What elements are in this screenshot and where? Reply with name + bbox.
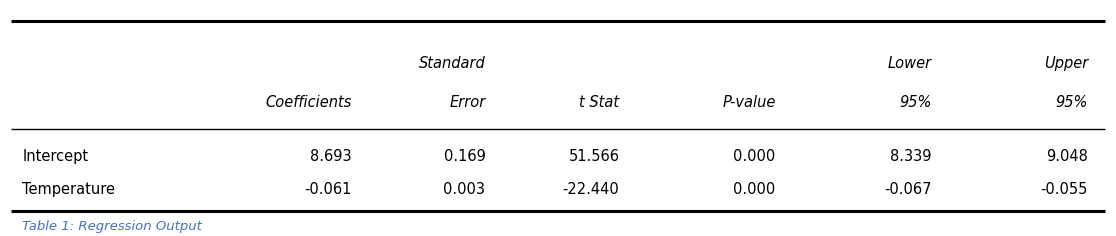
Text: Upper: Upper <box>1043 56 1088 71</box>
Text: P-value: P-value <box>722 95 776 110</box>
Text: Coefficients: Coefficients <box>266 95 352 110</box>
Text: -0.067: -0.067 <box>884 182 932 198</box>
Text: Error: Error <box>450 95 485 110</box>
Text: -22.440: -22.440 <box>562 182 619 198</box>
Text: 95%: 95% <box>1056 95 1088 110</box>
Text: 0.169: 0.169 <box>443 149 485 164</box>
Text: 9.048: 9.048 <box>1046 149 1088 164</box>
Text: -0.055: -0.055 <box>1041 182 1088 198</box>
Text: 8.693: 8.693 <box>310 149 352 164</box>
Text: 51.566: 51.566 <box>568 149 619 164</box>
Text: Intercept: Intercept <box>22 149 88 164</box>
Text: Standard: Standard <box>418 56 485 71</box>
Text: 0.003: 0.003 <box>443 182 485 198</box>
Text: -0.061: -0.061 <box>305 182 352 198</box>
Text: Temperature: Temperature <box>22 182 115 198</box>
Text: Table 1: Regression Output: Table 1: Regression Output <box>22 220 202 233</box>
Text: 0.000: 0.000 <box>733 149 776 164</box>
Text: 8.339: 8.339 <box>891 149 932 164</box>
Text: t Stat: t Stat <box>579 95 619 110</box>
Text: Lower: Lower <box>887 56 932 71</box>
Text: 95%: 95% <box>899 95 932 110</box>
Text: 0.000: 0.000 <box>733 182 776 198</box>
